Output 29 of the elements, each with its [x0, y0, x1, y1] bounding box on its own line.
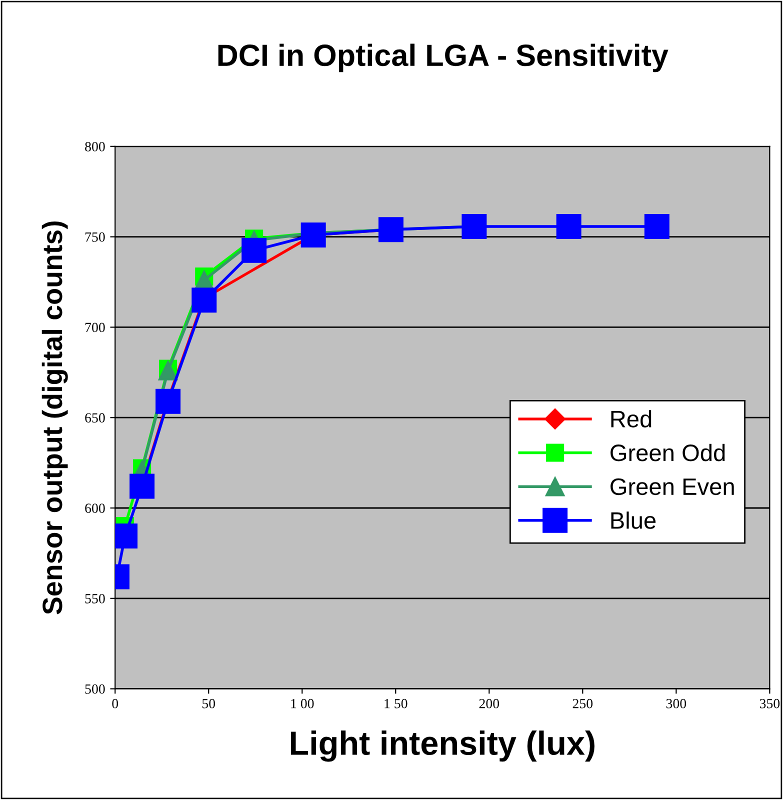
x-tick-label: 50 [202, 698, 216, 708]
point [644, 214, 670, 239]
legend-label: Red [611, 410, 652, 428]
x-tick-label: 250 [572, 698, 593, 708]
legend-label: Green Even [610, 478, 734, 496]
chart-title: DCI in Optical LGA - Sensitivity [218, 44, 668, 72]
y-tick-label: 650 [85, 413, 105, 423]
y-tick-label: 500 [85, 684, 105, 694]
y-tick-label: 750 [85, 232, 105, 242]
point [192, 288, 217, 313]
x-tick-label: 300 [666, 698, 686, 708]
x-tick-label: 350 [760, 698, 780, 708]
y-axis-title: Sensor output (digital counts) [42, 221, 68, 614]
y-tick-label: 700 [85, 322, 105, 332]
y-tick-label: 600 [85, 504, 105, 513]
point [130, 474, 155, 499]
x-tick-label: 1 50 [384, 698, 408, 708]
point [242, 238, 267, 263]
x-tick-label: 0 [112, 698, 118, 708]
point [156, 388, 181, 414]
y-tick-label: 800 [85, 142, 105, 152]
x-axis-title: Light intensity (lux) [290, 730, 594, 762]
point [556, 214, 582, 239]
legend-label: Blue [611, 512, 656, 529]
point [462, 214, 487, 239]
x-tick-label: 200 [479, 698, 500, 708]
x-tick-label: 1 00 [291, 698, 314, 708]
y-tick-label: 550 [85, 594, 105, 604]
legend-label: Green Odd [610, 444, 725, 462]
